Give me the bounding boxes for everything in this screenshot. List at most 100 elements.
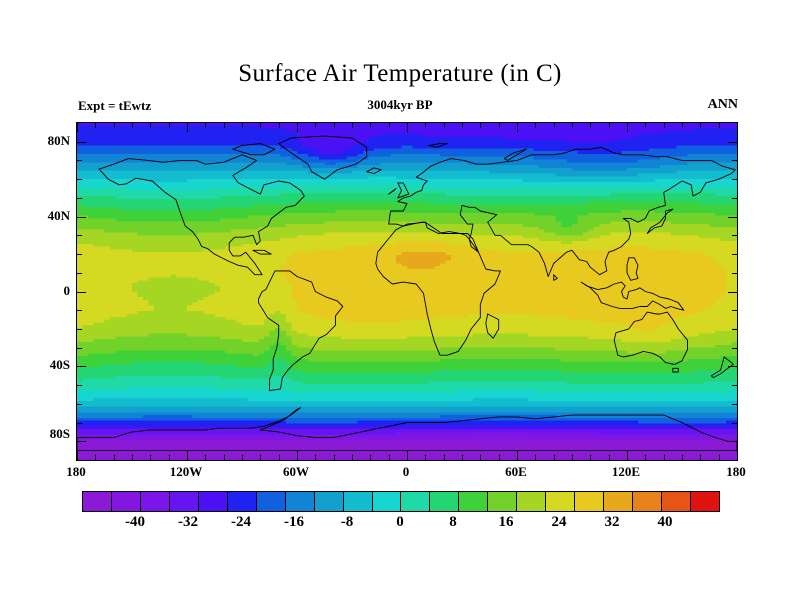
ytick-80s: 80S (49, 426, 70, 441)
axis-tick (732, 197, 737, 199)
axis-tick (150, 455, 152, 460)
axis-tick (223, 123, 225, 128)
axis-tick (572, 123, 573, 128)
axis-tick (728, 216, 737, 218)
axis-tick (732, 385, 737, 387)
axis-tick (77, 216, 86, 218)
axis-tick (737, 451, 738, 460)
axis-tick (732, 347, 737, 349)
colorbar-cell (575, 492, 605, 511)
axis-tick (95, 455, 97, 460)
axis-tick (260, 455, 262, 460)
axis-tick (732, 328, 737, 330)
colorbar-tick: 8 (449, 514, 457, 530)
axis-tick (553, 123, 555, 128)
axis-tick (77, 385, 82, 387)
colorbar-tick: 0 (396, 514, 404, 530)
colorbar-cell (198, 492, 228, 511)
axis-tick (77, 141, 86, 143)
ytick-0: 0 (63, 283, 71, 298)
colorbar-cell (256, 492, 286, 511)
axis-tick (682, 455, 683, 460)
axis-tick (113, 455, 115, 460)
colorbar-cell (517, 492, 547, 511)
axis-tick (608, 455, 610, 460)
axis-tick (572, 455, 573, 460)
axis-tick (645, 123, 647, 128)
axis-tick (77, 328, 82, 330)
axis-tick (352, 455, 353, 460)
axis-tick (732, 422, 737, 424)
xtick-180e: 180 (726, 464, 746, 479)
axis-tick (700, 123, 702, 128)
axis-tick (260, 123, 262, 128)
axis-tick (168, 123, 170, 128)
season-label: ANN (707, 97, 738, 112)
axis-tick (113, 123, 115, 128)
xtick-60w: 60W (283, 464, 309, 479)
axis-tick (590, 455, 592, 460)
axis-tick (77, 123, 78, 132)
ytick-40s: 40S (49, 357, 70, 372)
colorbar-cell (111, 492, 141, 511)
axis-tick (443, 455, 445, 460)
colorbar-cell (314, 492, 344, 511)
axis-tick (498, 123, 500, 128)
colorbar-tick: -16 (284, 514, 304, 530)
colorbar-tick: -40 (125, 514, 145, 530)
colorbar-cell (140, 492, 170, 511)
axis-tick (370, 455, 372, 460)
axis-tick (732, 254, 737, 256)
axis-tick (608, 123, 610, 128)
colorbar-tick: -24 (231, 514, 251, 530)
axis-tick (407, 123, 408, 132)
axis-tick (728, 441, 737, 443)
colorbar-cell (662, 492, 692, 511)
axis-tick (480, 455, 482, 460)
axis-tick (95, 123, 97, 128)
colorbar-cell (401, 492, 431, 511)
axis-tick (297, 451, 298, 460)
axis-tick (77, 197, 82, 199)
colorbar-tick: 24 (551, 514, 567, 530)
axis-tick (732, 403, 737, 405)
xtick-120e: 120E (611, 464, 641, 479)
axis-tick (728, 141, 737, 143)
axis-tick (425, 455, 427, 460)
ytick-40n: 40N (47, 208, 70, 223)
temperature-map (76, 122, 738, 461)
axis-tick (77, 235, 82, 237)
axis-tick (535, 123, 537, 128)
axis-tick (737, 123, 738, 132)
axis-tick (315, 123, 317, 128)
axis-tick (242, 123, 243, 128)
axis-tick (553, 455, 555, 460)
axis-tick (663, 123, 665, 128)
axis-tick (407, 451, 408, 460)
axis-tick (700, 455, 702, 460)
colorbar-tick: 16 (498, 514, 514, 530)
axis-tick (187, 123, 188, 132)
axis-tick (627, 123, 628, 132)
coastlines (77, 135, 737, 452)
axis-tick (498, 455, 500, 460)
axis-tick (168, 455, 170, 460)
ytick-80n: 80N (47, 133, 70, 148)
figure-subtitle: 3004kyr BP (367, 97, 433, 112)
temperature-field (77, 123, 737, 460)
axis-tick (77, 441, 86, 443)
axis-tick (187, 451, 188, 460)
axis-tick (132, 123, 133, 128)
experiment-label: Expt = tEwtz (78, 98, 152, 113)
axis-tick (462, 455, 463, 460)
xtick-60e: 60E (505, 464, 527, 479)
colorbar-cell (372, 492, 402, 511)
axis-tick (645, 455, 647, 460)
colorbar-tick: -8 (340, 514, 354, 530)
axis-tick (732, 235, 737, 237)
colorbar-tick: 32 (604, 514, 620, 530)
colorbar-cell (285, 492, 315, 511)
axis-tick (242, 455, 243, 460)
axis-tick (77, 366, 86, 368)
axis-tick (480, 123, 482, 128)
